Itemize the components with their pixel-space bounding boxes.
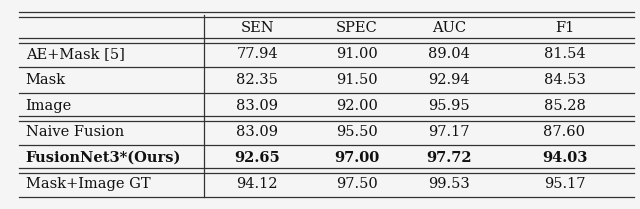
Text: 81.54: 81.54: [543, 47, 586, 61]
Text: 94.12: 94.12: [237, 177, 278, 191]
Text: AUC: AUC: [432, 21, 467, 35]
Text: 85.28: 85.28: [543, 99, 586, 113]
Text: Mask: Mask: [26, 73, 66, 87]
Text: Image: Image: [26, 99, 72, 113]
Text: AE+Mask [5]: AE+Mask [5]: [26, 47, 124, 61]
Text: Mask+Image GT: Mask+Image GT: [26, 177, 150, 191]
Text: 83.09: 83.09: [236, 99, 278, 113]
Text: 87.60: 87.60: [543, 125, 586, 139]
Text: 92.94: 92.94: [428, 73, 470, 87]
Text: 95.50: 95.50: [336, 125, 378, 139]
Text: 97.17: 97.17: [429, 125, 470, 139]
Text: 97.72: 97.72: [426, 151, 472, 165]
Text: Naive Fusion: Naive Fusion: [26, 125, 124, 139]
Text: SEN: SEN: [241, 21, 274, 35]
Text: 82.35: 82.35: [236, 73, 278, 87]
Text: 92.00: 92.00: [336, 99, 378, 113]
Text: FusionNet3*(Ours): FusionNet3*(Ours): [26, 151, 181, 165]
Text: 89.04: 89.04: [428, 47, 470, 61]
Text: 94.03: 94.03: [542, 151, 587, 165]
Text: F1: F1: [555, 21, 574, 35]
Text: 84.53: 84.53: [543, 73, 586, 87]
Text: 77.94: 77.94: [236, 47, 278, 61]
Text: 91.00: 91.00: [336, 47, 378, 61]
Text: 99.53: 99.53: [428, 177, 470, 191]
Text: 92.65: 92.65: [234, 151, 280, 165]
Text: SPEC: SPEC: [336, 21, 378, 35]
Text: 91.50: 91.50: [336, 73, 378, 87]
Text: 95.95: 95.95: [428, 99, 470, 113]
Text: 97.00: 97.00: [335, 151, 380, 165]
Text: 83.09: 83.09: [236, 125, 278, 139]
Text: 95.17: 95.17: [544, 177, 585, 191]
Text: 97.50: 97.50: [336, 177, 378, 191]
